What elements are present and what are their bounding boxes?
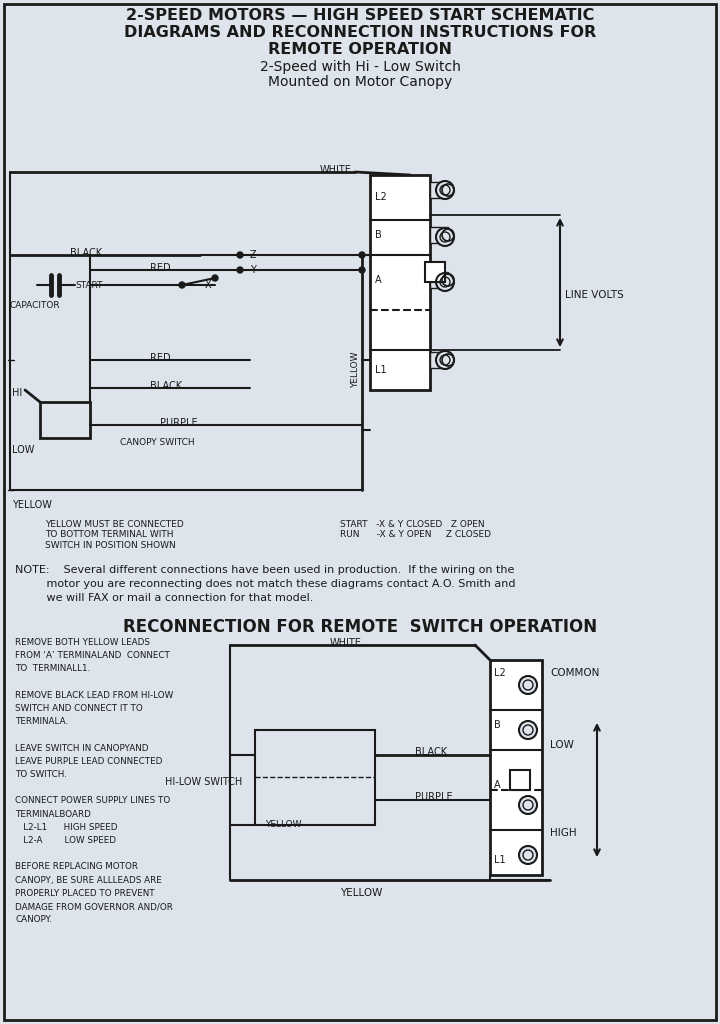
Text: L2: L2	[375, 193, 387, 202]
Text: LOW: LOW	[550, 740, 574, 750]
Text: RECONNECTION FOR REMOTE  SWITCH OPERATION: RECONNECTION FOR REMOTE SWITCH OPERATION	[123, 618, 597, 636]
Bar	[425, 262, 445, 282]
Text: Z: Z	[250, 250, 256, 260]
Text: Y: Y	[250, 265, 256, 275]
Text: RED: RED	[150, 353, 171, 362]
Circle shape	[519, 721, 537, 739]
Circle shape	[519, 676, 537, 694]
Bar	[255, 730, 375, 825]
Circle shape	[436, 181, 454, 199]
Text: RED: RED	[150, 263, 171, 273]
Text: 2-SPEED MOTORS — HIGH SPEED START SCHEMATIC: 2-SPEED MOTORS — HIGH SPEED START SCHEMA…	[126, 8, 594, 23]
Text: LINE VOLTS: LINE VOLTS	[565, 290, 624, 300]
Text: CAPACITOR: CAPACITOR	[10, 301, 60, 310]
Text: LOW: LOW	[12, 445, 35, 455]
Text: A: A	[494, 780, 500, 790]
Bar	[430, 227, 448, 243]
Text: 2-Speed with Hi - Low Switch: 2-Speed with Hi - Low Switch	[260, 60, 460, 74]
Polygon shape	[370, 175, 430, 390]
Text: A: A	[375, 275, 382, 285]
Text: REMOVE BOTH YELLOW LEADS
FROM ‘A’ TERMINALAND  CONNECT
TO  TERMINALL1.

REMOVE B: REMOVE BOTH YELLOW LEADS FROM ‘A’ TERMIN…	[15, 638, 174, 925]
Text: YELLOW: YELLOW	[265, 820, 302, 829]
Text: YELLOW: YELLOW	[351, 352, 361, 388]
Text: CANOPY SWITCH: CANOPY SWITCH	[120, 438, 194, 447]
Polygon shape	[490, 660, 542, 874]
Circle shape	[237, 252, 243, 258]
Circle shape	[519, 796, 537, 814]
Text: REMOTE OPERATION: REMOTE OPERATION	[268, 42, 452, 57]
Text: HI-LOW SWITCH: HI-LOW SWITCH	[165, 777, 242, 787]
Text: PURPLE: PURPLE	[160, 418, 197, 428]
Text: L1: L1	[494, 855, 505, 865]
Text: YELLOW MUST BE CONNECTED
TO BOTTOM TERMINAL WITH
SWITCH IN POSITION SHOWN: YELLOW MUST BE CONNECTED TO BOTTOM TERMI…	[45, 520, 184, 550]
Circle shape	[212, 275, 218, 281]
Bar	[430, 182, 448, 198]
Circle shape	[359, 267, 365, 273]
Circle shape	[519, 846, 537, 864]
Text: HIGH: HIGH	[550, 828, 577, 838]
Text: COMMON: COMMON	[550, 668, 599, 678]
Text: START   -X & Y CLOSED   Z OPEN
RUN      -X & Y OPEN     Z CLOSED: START -X & Y CLOSED Z OPEN RUN -X & Y OP…	[340, 520, 491, 540]
Text: X: X	[205, 280, 212, 290]
Text: B: B	[375, 230, 382, 240]
Circle shape	[359, 252, 365, 258]
Circle shape	[179, 282, 185, 288]
Text: BLACK: BLACK	[415, 746, 447, 757]
Circle shape	[436, 351, 454, 369]
Bar	[430, 352, 448, 368]
Text: BLACK: BLACK	[150, 381, 182, 391]
Circle shape	[436, 273, 454, 291]
Text: YELLOW: YELLOW	[340, 888, 382, 898]
Circle shape	[237, 267, 243, 273]
Text: WHITE: WHITE	[330, 638, 362, 648]
Text: PURPLE: PURPLE	[415, 792, 453, 802]
Text: HI: HI	[12, 388, 22, 398]
Text: B: B	[494, 720, 500, 730]
Text: WHITE: WHITE	[320, 165, 352, 175]
Text: Mounted on Motor Canopy: Mounted on Motor Canopy	[268, 75, 452, 89]
Bar	[510, 770, 530, 790]
Text: START: START	[75, 281, 102, 290]
Text: DIAGRAMS AND RECONNECTION INSTRUCTIONS FOR: DIAGRAMS AND RECONNECTION INSTRUCTIONS F…	[124, 25, 596, 40]
Text: YELLOW: YELLOW	[12, 500, 52, 510]
Bar	[40, 402, 90, 438]
Bar	[430, 272, 448, 288]
Circle shape	[436, 228, 454, 246]
Text: NOTE:    Several different connections have been used in production.  If the wir: NOTE: Several different connections have…	[15, 565, 516, 603]
Text: L2: L2	[494, 668, 505, 678]
Text: L1: L1	[375, 365, 387, 375]
Text: BLACK: BLACK	[70, 248, 102, 258]
